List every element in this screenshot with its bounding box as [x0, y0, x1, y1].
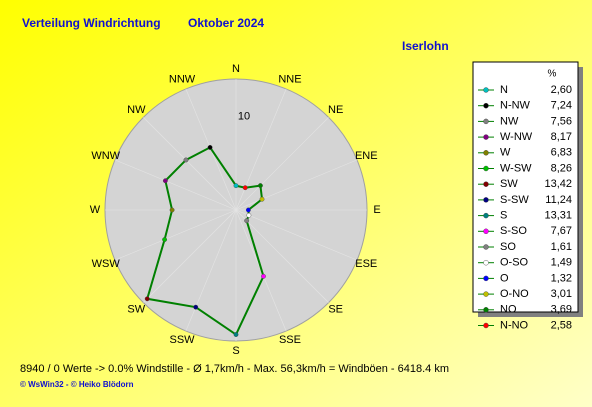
legend-label: SO — [500, 241, 516, 253]
legend-value: 3,01 — [551, 288, 572, 300]
legend-marker — [483, 228, 489, 235]
compass-label: NNE — [278, 74, 301, 86]
legend-marker — [483, 197, 489, 203]
footer: 8940 / 0 Werte -> 0.0% Windstille - Ø 1,… — [20, 363, 449, 375]
point — [244, 218, 250, 224]
spoke — [235, 159, 358, 211]
compass-label: WSW — [92, 258, 121, 270]
legend-marker — [483, 181, 489, 187]
legend-label: NO — [500, 304, 517, 316]
chart-subtitle: Oktober 2024 — [188, 16, 264, 30]
point — [144, 296, 150, 302]
point — [245, 207, 251, 213]
point — [183, 157, 189, 163]
point — [233, 183, 239, 189]
legend-label: S — [500, 210, 507, 222]
legend-value: 13,42 — [544, 178, 572, 190]
compass-label: SW — [127, 304, 145, 316]
compass-label: SSE — [279, 334, 301, 346]
location: Iserlohn — [402, 39, 449, 53]
legend-marker — [483, 134, 489, 140]
spoke — [143, 209, 237, 303]
point — [233, 332, 239, 337]
compass-label: ESE — [355, 258, 377, 270]
legend-value: 3,69 — [551, 304, 572, 316]
point — [242, 185, 248, 191]
legend-box — [472, 61, 579, 313]
legend-label: W-SW — [500, 162, 532, 174]
compass-label: S — [232, 345, 239, 357]
legend-header: % — [548, 69, 557, 80]
legend-value: 13,31 — [544, 210, 572, 222]
compass-label: ENE — [355, 150, 378, 162]
legend-marker — [483, 322, 489, 329]
legend-marker — [483, 102, 489, 109]
legend-label: NW — [500, 115, 519, 127]
legend-value: 6,83 — [551, 147, 572, 159]
compass-label: NNW — [169, 74, 196, 86]
legend-marker — [483, 118, 489, 125]
legend-marker — [483, 87, 489, 93]
point — [259, 196, 265, 202]
legend-label: S-SO — [500, 225, 527, 237]
legend-label: SW — [500, 178, 518, 190]
legend-marker — [483, 244, 489, 250]
point — [261, 273, 266, 279]
compass-label: SE — [328, 304, 343, 316]
point — [207, 145, 213, 150]
spoke — [235, 209, 329, 303]
spoke — [185, 209, 237, 332]
legend-marker — [483, 260, 489, 266]
legend-value: 7,56 — [551, 115, 572, 127]
legend-value: 1,32 — [551, 272, 572, 284]
spoke — [235, 117, 329, 211]
legend-marker — [483, 307, 489, 313]
legend-marker — [483, 275, 489, 282]
legend-value: 1,49 — [551, 257, 572, 269]
compass-label: W — [90, 204, 101, 216]
legend-label: W — [500, 147, 511, 159]
spoke — [114, 209, 237, 261]
legend-label: S-SW — [500, 194, 529, 206]
legend-label: N-NO — [500, 319, 529, 331]
legend-value: 2,60 — [551, 84, 572, 96]
legend-value: 7,67 — [551, 225, 572, 237]
point — [162, 237, 167, 242]
compass-label: SSW — [170, 334, 196, 346]
point — [246, 212, 252, 218]
spoke — [114, 159, 237, 211]
legend-marker — [483, 165, 489, 172]
legend-value: 8,26 — [551, 162, 572, 174]
point — [258, 183, 263, 188]
legend-marker — [483, 150, 489, 156]
legend-label: O-NO — [500, 288, 529, 300]
legend-label: W-NW — [500, 131, 533, 143]
compass-label: N — [232, 63, 240, 75]
point — [169, 207, 175, 213]
compass-label: NW — [127, 104, 146, 116]
point — [162, 178, 168, 184]
legend-value: 8,17 — [551, 131, 572, 143]
compass-label: E — [373, 204, 380, 216]
r-tick-label: 10 — [238, 110, 250, 122]
legend-label: N — [500, 84, 508, 96]
credits: © WsWin32 - © Heiko Blödorn — [20, 380, 134, 389]
spoke — [235, 209, 358, 261]
legend-value: 11,24 — [545, 194, 572, 206]
legend-value: 1,61 — [551, 241, 572, 253]
compass-label: NE — [328, 104, 343, 116]
point — [193, 304, 199, 310]
legend-marker — [483, 212, 489, 219]
spoke — [143, 117, 237, 211]
chart-title: Verteilung Windrichtung — [22, 16, 161, 30]
legend-value: 7,24 — [551, 100, 572, 112]
compass-label: WNW — [91, 150, 120, 162]
legend-marker — [483, 291, 489, 297]
legend-value: 2,58 — [551, 319, 572, 331]
legend-label: N-NW — [500, 100, 531, 112]
legend-label: O — [500, 272, 509, 284]
legend-label: O-SO — [500, 257, 529, 269]
